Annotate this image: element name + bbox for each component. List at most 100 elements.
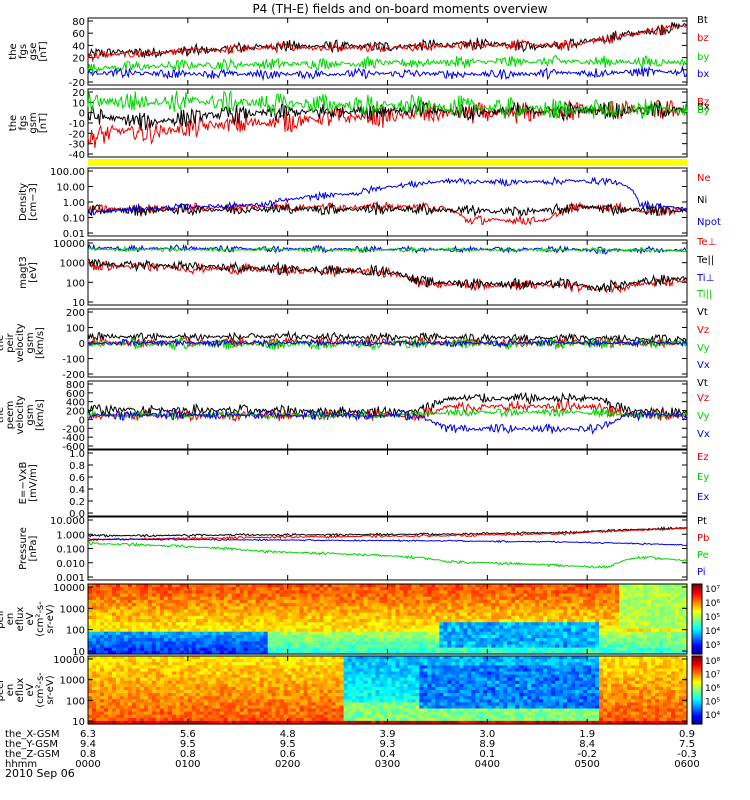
peir_eflux-cell (195, 650, 201, 655)
peir_eflux-cell (463, 603, 468, 607)
peir_eflux-cell (199, 631, 205, 636)
peir_eflux-cell (123, 644, 129, 649)
peir_eflux-cell (323, 631, 329, 636)
peir_eflux-cell (327, 619, 333, 623)
peer_eflux-cell (255, 696, 261, 700)
peir_eflux-cell (319, 622, 325, 626)
peir_eflux-cell (88, 625, 93, 630)
peir_eflux-colorbar-cell (692, 648, 702, 652)
peer_eflux-cell (307, 708, 313, 713)
peir_eflux-cell (92, 647, 97, 652)
peir_eflux-cell (655, 590, 660, 595)
peer_eflux-cell (96, 659, 101, 663)
peer_eflux-cell (127, 671, 133, 676)
peer_eflux-cell (151, 693, 157, 697)
peer_eflux-cell (183, 708, 189, 713)
peir_eflux-cell (511, 590, 516, 595)
peir_eflux-cell (343, 644, 349, 649)
peir_eflux-cell (503, 612, 508, 617)
peir_eflux-cell (195, 615, 201, 620)
peir_eflux-ylabel-line: eflux (15, 607, 26, 632)
peir_eflux-cell (187, 622, 193, 626)
peir_eflux-cell (307, 593, 313, 598)
peir_eflux-cell (503, 590, 508, 595)
peir_eflux-cell (179, 587, 185, 591)
peir_eflux-cell (135, 599, 141, 604)
peer_eflux-cell (295, 677, 301, 682)
peir_eflux-cell (663, 593, 668, 598)
peir_eflux-cell (559, 625, 564, 630)
peir_eflux-cell (423, 593, 428, 598)
peir_eflux-cell (475, 593, 480, 598)
peer_eflux-cell (311, 659, 317, 663)
peir_eflux-cell (503, 644, 508, 649)
peir_eflux-cell (315, 628, 321, 633)
peir_eflux-cell (511, 631, 516, 636)
peir_eflux-cell (100, 596, 105, 601)
peer_eflux-cell (311, 711, 317, 716)
peir_eflux-cell (119, 638, 125, 642)
peir_eflux-cell (579, 644, 584, 649)
peir_eflux-cell (575, 599, 580, 604)
peer_eflux-cell (211, 662, 217, 666)
peir_eflux-cell (647, 650, 652, 655)
peir_eflux-cell (551, 619, 556, 623)
peir_eflux-cell (359, 609, 365, 614)
peir_eflux-cell (207, 590, 213, 595)
peir_eflux-cell (227, 615, 233, 620)
peir_eflux-cell (495, 587, 500, 591)
peir_eflux-cell (127, 650, 133, 655)
peir_eflux-cell (243, 590, 249, 595)
peir_vel-tick-label: 0 (79, 339, 85, 350)
peer_eflux-cell (279, 683, 285, 688)
peir_eflux-cell (271, 587, 277, 591)
peer_eflux-cell (135, 693, 141, 697)
peir_eflux-cell (599, 631, 604, 636)
peir_eflux-cell (643, 603, 648, 607)
peir_eflux-cell (535, 609, 540, 614)
peir_eflux-cell (263, 596, 269, 601)
peir_eflux-cell (167, 641, 173, 646)
peir_eflux-cell (159, 622, 165, 626)
peer_eflux-cell (271, 668, 277, 673)
peir_vel-legend-1: Vz (697, 325, 709, 336)
peir_eflux-cell (104, 590, 109, 595)
peir_eflux-cell (419, 615, 424, 620)
peir_eflux-cell (503, 584, 508, 588)
peir_eflux-cell (487, 634, 492, 639)
peir_eflux-cell (355, 596, 361, 601)
peir_eflux-cell (239, 619, 245, 623)
peir_eflux-cell (287, 590, 293, 595)
peer_eflux-cell (163, 668, 169, 673)
peir_eflux-cell (411, 634, 417, 639)
peir_eflux-cell (675, 622, 680, 626)
peir_eflux-cell (407, 609, 413, 614)
peir_eflux-cell (567, 590, 572, 595)
peir_eflux-cell (671, 625, 676, 630)
peir_eflux-cell (299, 647, 305, 652)
peer_eflux-cell (239, 668, 245, 673)
peir_eflux-cell (399, 625, 405, 630)
peir_eflux-cell (375, 593, 381, 598)
peir_eflux-cell (527, 599, 532, 604)
peir_eflux-cell (219, 619, 225, 623)
peir_eflux-cell (603, 644, 608, 649)
peer_eflux-cell (159, 674, 165, 679)
peir_eflux-cell (235, 647, 241, 652)
peir_eflux-cell (447, 612, 452, 617)
peir_eflux-cell (527, 622, 532, 626)
peir_eflux-cell (255, 609, 261, 614)
peer_eflux-cell (219, 693, 225, 697)
peer_eflux-cell (143, 656, 149, 660)
peer_eflux-cell (88, 662, 93, 666)
peir_eflux-cell (647, 644, 652, 649)
peir_eflux-cell (159, 644, 165, 649)
peer_eflux-cell (207, 668, 213, 673)
peir_eflux-cell (123, 628, 129, 633)
peer_eflux-cell (295, 656, 301, 660)
peer_eflux-cell (163, 717, 169, 722)
peer_eflux-cell (116, 693, 121, 697)
peir_eflux-cell (167, 634, 173, 639)
peir_eflux-colorbar-cell (692, 589, 702, 592)
peir_eflux-cell (195, 590, 201, 595)
